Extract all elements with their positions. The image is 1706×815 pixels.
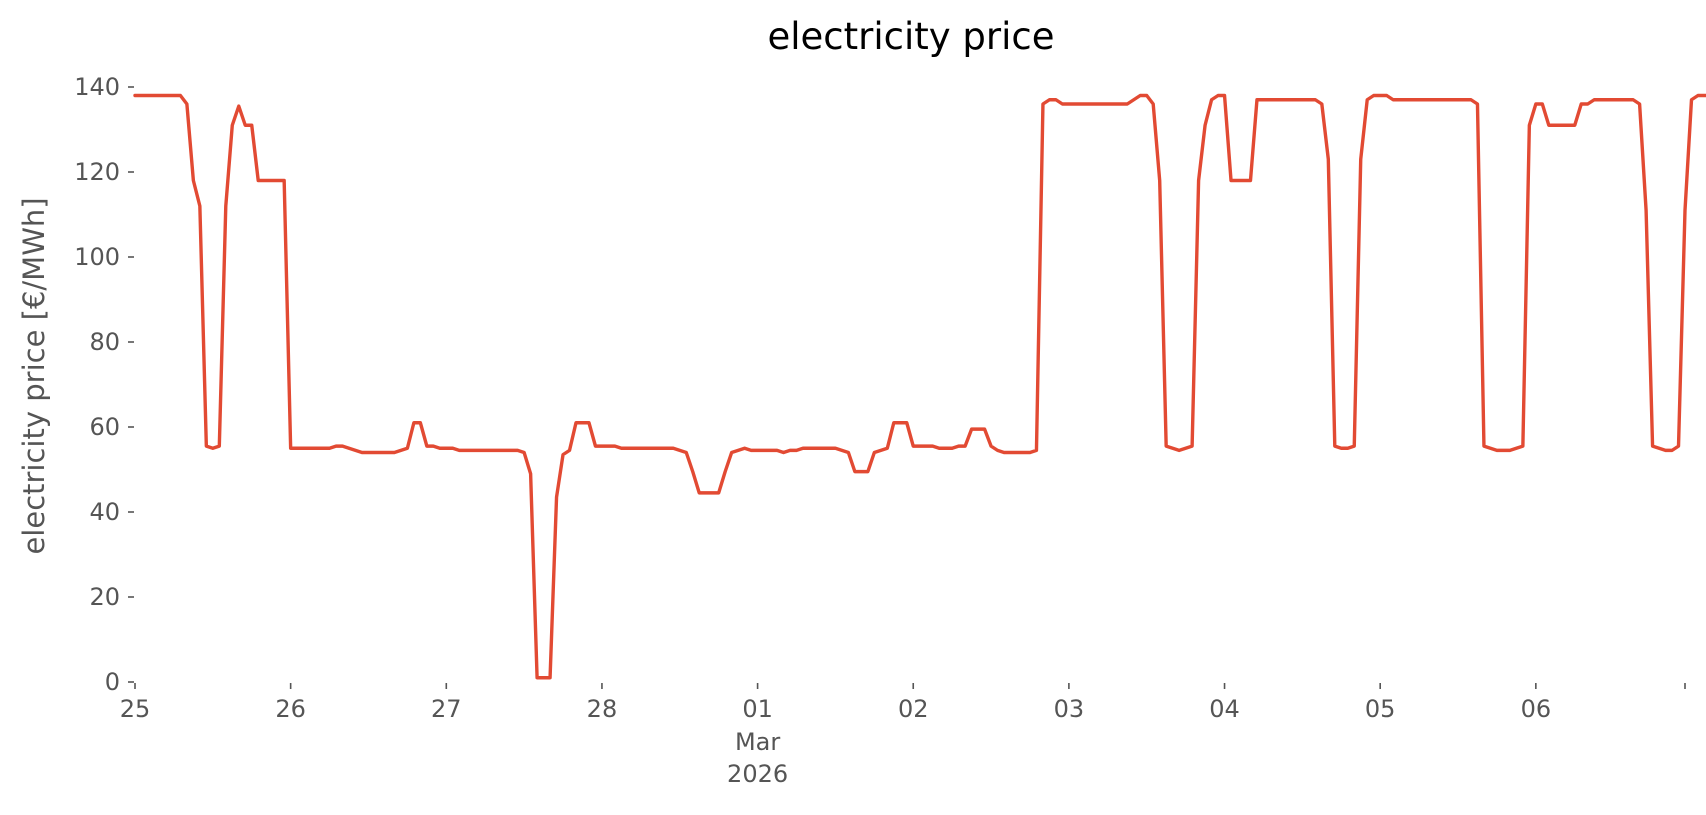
x-tick-label: 02 <box>898 695 929 723</box>
y-tick-label: 80 <box>89 328 120 356</box>
x-tick-label: 03 <box>1054 695 1085 723</box>
x-tick-label: 28 <box>587 695 618 723</box>
x-tick-label: 01 <box>742 695 773 723</box>
y-tick-label: 100 <box>74 243 120 271</box>
y-tick-label: 0 <box>105 668 120 696</box>
x-tick-label: 04 <box>1209 695 1240 723</box>
series-line-electricity-price <box>133 93 1706 680</box>
chart-title: electricity price <box>767 15 1054 58</box>
x-tick-label: 26 <box>275 695 306 723</box>
y-tick-label: 140 <box>74 73 120 101</box>
y-tick-label: 60 <box>89 413 120 441</box>
y-axis-label: electricity price [€/MWh] <box>17 197 51 554</box>
plot-area <box>133 93 1706 680</box>
x-tick-sublabel: Mar <box>735 728 780 756</box>
y-tick-label: 20 <box>89 583 120 611</box>
x-tick-label: 06 <box>1521 695 1552 723</box>
y-axis: 0 20 40 60 80 100 120 140 <box>74 73 134 696</box>
x-tick-sublabel: 2026 <box>727 760 788 788</box>
x-tick-label: 05 <box>1365 695 1396 723</box>
x-tick-label: 25 <box>120 695 151 723</box>
y-tick-label: 120 <box>74 158 120 186</box>
x-tick-label: 27 <box>431 695 462 723</box>
x-axis: 25 26 27 28 01 Mar 2026 02 03 04 05 06 <box>120 683 1686 788</box>
y-tick-label: 40 <box>89 498 120 526</box>
